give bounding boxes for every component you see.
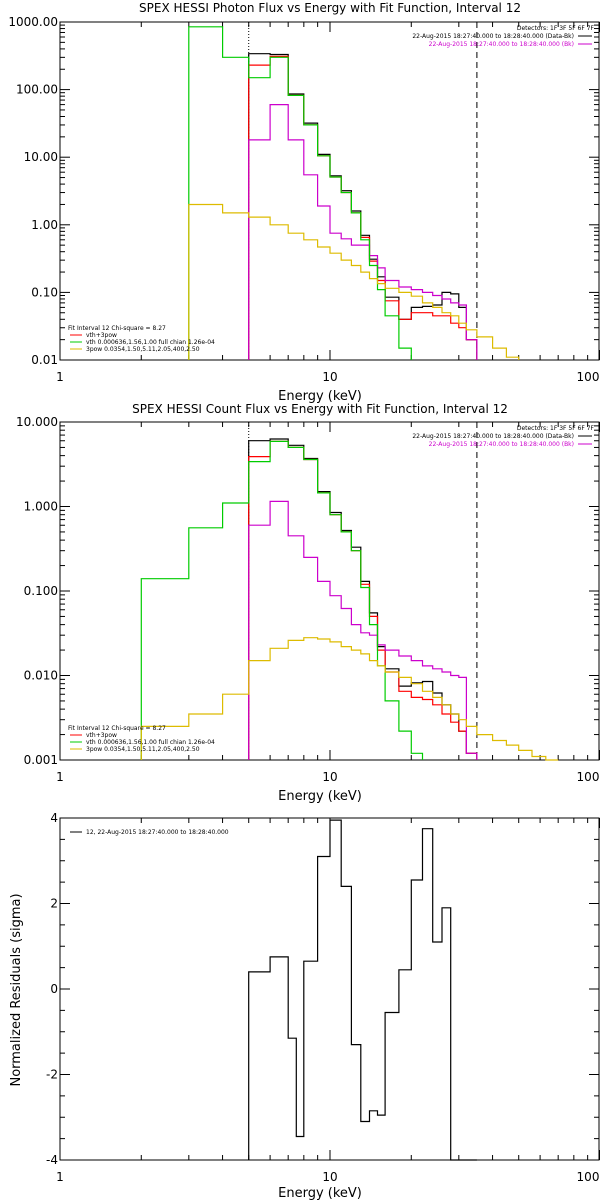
y-tick-label: 0.01: [31, 353, 58, 367]
plot-frame-0: [59, 21, 600, 361]
y-tick-label: -2: [46, 1068, 58, 1082]
x-tick-label: 100: [577, 1170, 600, 1184]
x-tick-label: 100: [577, 770, 600, 784]
detectors-label: Detectors: 1F 3F 5F 6F 7F: [517, 25, 595, 32]
series-line-data-bk: [248, 438, 478, 760]
series-line-vth: [140, 440, 424, 760]
series-line-data-bk: [248, 53, 478, 360]
legend-label: vth 0.000636,1.56,1.00 full chian 1.26e-…: [86, 739, 215, 746]
count-flux-title: SPEX HESSI Count Flux vs Energy with Fit…: [132, 402, 508, 416]
y-tick-label: -4: [46, 1153, 58, 1167]
legend-label: vth+3pow: [86, 732, 117, 739]
y-tick-label: 0.10: [31, 285, 58, 299]
y-tick-label: 4: [50, 811, 58, 825]
fit-interval-label: Fit Interval 12 Chi-square = 8.27: [68, 725, 166, 732]
series-line-bk: [248, 104, 478, 360]
legend-label: 3pow 0.0354,1.50,5.11,2.05,400,2.50: [86, 346, 200, 353]
series-line-3pow: [140, 637, 559, 761]
y-tick-label: 1.000: [24, 500, 58, 514]
legend-label: vth 0.000636,1.56,1.00 full chian 1.26e-…: [86, 339, 215, 346]
plot-frame-2: [59, 817, 600, 1161]
series-line-residuals: [248, 819, 477, 1161]
photon-flux-title: SPEX HESSI Photon Flux vs Energy with Fi…: [139, 1, 521, 15]
series-line-vth: [188, 26, 412, 360]
time-range-label: 22-Aug-2015 18:27:40.000 to 18:28:40.000…: [412, 433, 574, 440]
series-line-vth-3pow: [248, 440, 478, 760]
detectors-label: Detectors: 1F 3F 5F 6F 7F: [517, 425, 595, 432]
y-tick-label: 2: [50, 897, 58, 911]
y-tick-label: 10.000: [16, 415, 58, 429]
photon-flux-panel: SPEX HESSI Photon Flux vs Energy with Fi…: [8, 1, 600, 404]
series-line-vth-3pow: [248, 55, 478, 360]
residuals-xlabel: Energy (keV): [278, 1186, 362, 1200]
y-tick-label: 0.010: [24, 669, 58, 683]
fit-interval-label: Fit Interval 12 Chi-square = 8.27: [68, 325, 166, 332]
y-tick-label: 0.100: [24, 584, 58, 598]
residuals-ylabel: Normalized Residuals (sigma): [9, 893, 24, 1086]
y-tick-label: 0: [50, 982, 58, 996]
legend-label: 3pow 0.0354,1.50,5.11,2.05,400,2.50: [86, 746, 200, 753]
x-tick-label: 1: [56, 770, 64, 784]
y-tick-label: 10.00: [24, 150, 58, 164]
x-tick-label: 1: [56, 1170, 64, 1184]
series-line-3pow: [188, 203, 520, 360]
time-range-label: 22-Aug-2015 18:27:40.000 to 18:28:40.000…: [412, 33, 574, 40]
residuals-panel: Energy (keV) Normalized Residuals (sigma…: [9, 811, 600, 1200]
y-tick-label: 100.00: [16, 83, 58, 97]
y-tick-label: 0.001: [24, 753, 58, 767]
legend-label: 12, 22-Aug-2015 18:27:40.000 to 18:28:40…: [86, 829, 229, 836]
x-tick-label: 100: [577, 370, 600, 384]
y-tick-label: 1.00: [31, 218, 58, 232]
x-tick-label: 10: [322, 1170, 337, 1184]
x-tick-label: 10: [322, 370, 337, 384]
y-tick-label: 1000.00: [8, 15, 58, 29]
count-flux-xlabel: Energy (keV): [278, 789, 362, 804]
series-line-bk: [248, 500, 478, 760]
x-tick-label: 1: [56, 370, 64, 384]
photon-flux-xlabel: Energy (keV): [278, 389, 362, 404]
time-range-label: 22-Aug-2015 18:27:40.000 to 18:28:40.000…: [429, 441, 574, 448]
count-flux-panel: SPEX HESSI Count Flux vs Energy with Fit…: [16, 402, 600, 804]
x-tick-label: 10: [322, 770, 337, 784]
legend-label: vth+3pow: [86, 332, 117, 339]
time-range-label: 22-Aug-2015 18:27:40.000 to 18:28:40.000…: [429, 41, 574, 48]
